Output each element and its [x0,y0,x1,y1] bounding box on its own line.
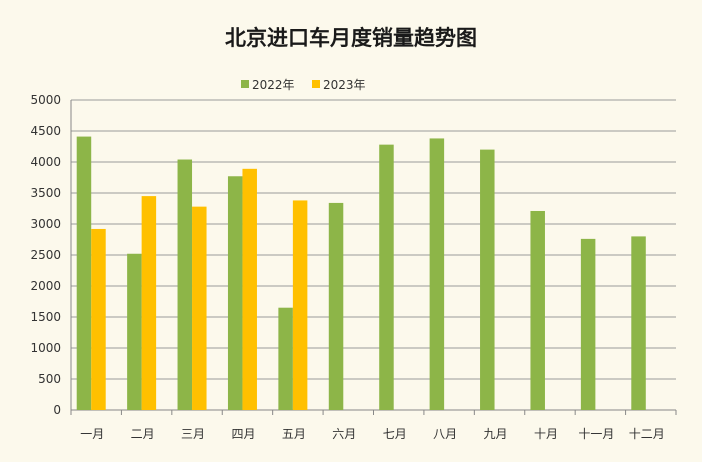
y-tick-label: 1500 [30,310,61,324]
y-tick-label: 3000 [30,217,61,231]
legend-swatch [312,80,320,88]
x-tick-label: 八月 [433,427,457,441]
bar [192,206,207,410]
bar [227,176,243,410]
legend-swatch [241,80,249,88]
bar [242,168,257,410]
legend-label: 2022年 [252,78,295,92]
bar [127,253,142,410]
bar [480,149,495,410]
x-tick-label: 九月 [484,427,508,441]
x-tick-label: 四月 [231,427,255,441]
bar [631,236,646,410]
x-tick-label: 七月 [383,427,407,441]
bar [91,228,106,410]
x-tick-label: 三月 [181,427,205,441]
x-tick-label: 十一月 [578,427,614,441]
y-tick-label: 5000 [30,93,61,107]
y-tick-label: 2000 [30,279,61,293]
x-tick-label: 二月 [131,427,155,441]
bar [278,307,293,410]
x-tick-label: 一月 [80,427,104,441]
chart-title: 北京进口车月度销量趋势图 [225,26,477,50]
bar [328,202,344,410]
bar [141,196,157,410]
bar [177,159,193,410]
x-tick-label: 十二月 [629,427,665,441]
bar [76,136,92,410]
x-tick-label: 五月 [282,427,306,441]
legend-label: 2023年 [323,78,366,92]
bar [580,238,596,410]
y-tick-label: 500 [38,372,61,386]
y-tick-label: 2500 [30,248,61,262]
x-tick-label: 十月 [534,427,558,441]
y-tick-label: 4000 [30,155,61,169]
y-tick-label: 3500 [30,186,61,200]
y-tick-label: 1000 [30,341,61,355]
bar [292,200,308,410]
x-tick-label: 六月 [332,427,356,441]
y-tick-label: 0 [53,403,61,417]
bar [429,138,445,410]
bar [379,144,394,410]
y-tick-label: 4500 [30,124,61,138]
bar [530,210,545,410]
